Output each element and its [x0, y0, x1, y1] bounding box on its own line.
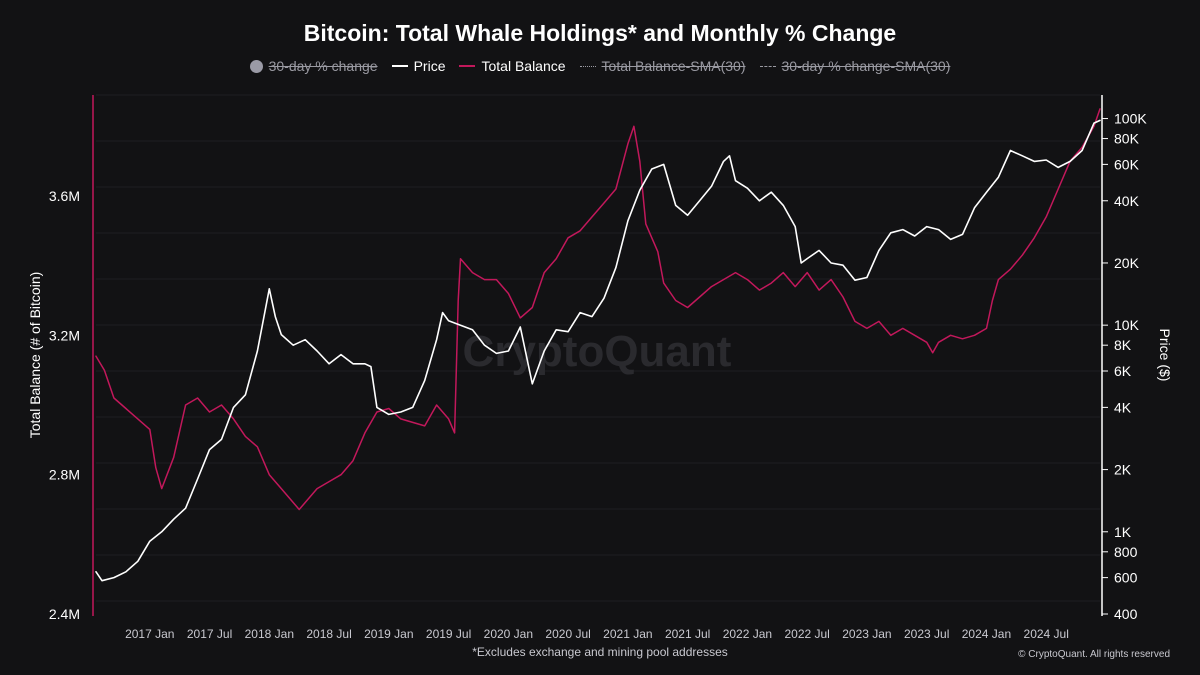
total-balance-series-line — [95, 108, 1101, 511]
x-axis-tick-label: 2019 Jan — [364, 627, 413, 641]
legend-label: 30-day % change — [268, 58, 378, 74]
legend-item-total-balance-sma[interactable]: Total Balance-SMA(30) — [579, 58, 746, 74]
legend-label: Total Balance-SMA(30) — [601, 58, 746, 74]
chart-title: Bitcoin: Total Whale Holdings* and Month… — [303, 20, 897, 46]
right-axis-tick-label: 20K — [1114, 255, 1140, 271]
left-axis-tick-label: 2.4M — [49, 606, 80, 622]
x-axis-tick-label: 2023 Jan — [842, 627, 891, 641]
right-axis-tick-label: 800 — [1114, 544, 1138, 560]
x-axis-tick-label: 2021 Jul — [665, 627, 710, 641]
axes-layer: 2.4M 2.8M 3.2M 3.6M Total Balance (# of Bitc… — [27, 95, 1173, 641]
right-axis-tick-label: 2K — [1114, 462, 1132, 478]
right-axis-tick-label: 400 — [1114, 606, 1138, 622]
right-axis-tick-label: 1K — [1114, 524, 1132, 540]
x-axis-tick-label: 2019 Jul — [426, 627, 471, 641]
right-axis-tick-label: 8K — [1114, 337, 1132, 353]
left-axis-tick-label: 2.8M — [49, 467, 80, 483]
x-axis-tick-label: 2020 Jul — [545, 627, 590, 641]
right-axis-tick-label: 40K — [1114, 193, 1140, 209]
right-axis-tick-label: 4K — [1114, 399, 1132, 415]
legend-line-icon — [459, 65, 476, 67]
right-axis-tick-label: 10K — [1114, 317, 1140, 333]
legend-label: 30-day % change-SMA(30) — [781, 58, 951, 74]
left-axis-tick-label: 3.6M — [49, 188, 80, 204]
legend-dotted-line-icon — [579, 65, 596, 67]
legend-line-icon — [391, 65, 408, 67]
right-axis-tick-label: 60K — [1114, 156, 1140, 172]
legend-item-30-day-change-sma[interactable]: 30-day % change-SMA(30) — [759, 58, 951, 74]
x-axis-tick-label: 2022 Jul — [784, 627, 829, 641]
legend-label: Price — [413, 58, 446, 74]
right-axis-tick-label: 6K — [1114, 363, 1132, 379]
footnote: *Excludes exchange and mining pool addre… — [472, 645, 728, 659]
chart-legend: 30-day % change Price Total Balance Tota… — [0, 58, 1200, 74]
legend-dashed-line-icon — [759, 65, 776, 67]
x-axis-tick-label: 2017 Jan — [125, 627, 174, 641]
legend-item-total-balance[interactable]: Total Balance — [459, 58, 566, 74]
x-axis-tick-label: 2024 Jan — [962, 627, 1011, 641]
grid-lines — [96, 94, 1100, 602]
right-axis-tick-label: 600 — [1114, 570, 1138, 586]
x-axis-tick-label: 2021 Jan — [603, 627, 652, 641]
left-axis-tick-label: 3.2M — [49, 327, 80, 343]
price-series-line — [95, 119, 1101, 582]
series-layer — [95, 108, 1101, 582]
right-axis-label: Price ($) — [1157, 329, 1173, 382]
x-axis-tick-label: 2017 Jul — [187, 627, 232, 641]
x-axis-tick-label: 2024 Jul — [1024, 627, 1069, 641]
legend-item-30-day-change[interactable]: 30-day % change — [249, 58, 378, 74]
legend-label: Total Balance — [481, 58, 566, 74]
right-axis-tick-label: 80K — [1114, 131, 1140, 147]
right-axis-tick-label: 100K — [1114, 111, 1147, 127]
legend-item-price[interactable]: Price — [391, 58, 446, 74]
legend-dot-icon — [249, 59, 263, 73]
x-axis-tick-label: 2018 Jan — [245, 627, 294, 641]
copyright: © CryptoQuant. All rights reserved — [1018, 649, 1170, 660]
x-axis-tick-label: 2022 Jan — [723, 627, 772, 641]
x-axis-tick-label: 2018 Jul — [306, 627, 351, 641]
x-axis-tick-label: 2020 Jan — [484, 627, 533, 641]
x-axis-tick-label: 2023 Jul — [904, 627, 949, 641]
left-axis-label: Total Balance (# of Bitcoin) — [27, 272, 43, 439]
